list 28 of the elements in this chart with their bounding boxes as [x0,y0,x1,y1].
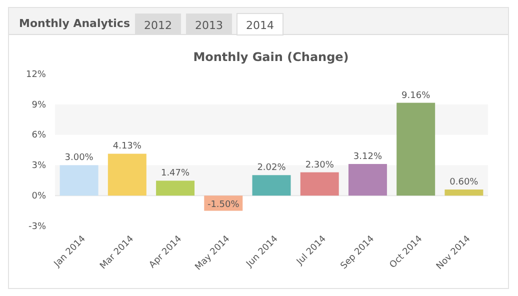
data-label: 4.13% [112,142,142,152]
text: Monthly Analytics [19,17,130,30]
y-tick-label: 6% [32,130,46,141]
y-tick-label: -3% [28,222,46,232]
text: 2013 [195,19,223,32]
data-label: 2.30% [305,160,334,170]
bar [252,175,291,196]
chart-title: Monthly Gain (Change) [193,50,349,64]
bar [156,180,195,196]
data-label: 3.12% [353,152,382,162]
data-label: 1.47% [160,168,190,179]
y-tick-label: 0% [32,191,46,202]
data-label: 0.60% [450,178,479,188]
bar [108,154,146,196]
bar [348,164,387,196]
text: 2014 [246,19,274,32]
data-label: 3.00% [64,153,94,164]
bar [60,165,98,196]
data-label: 9.16% [402,90,431,101]
y-tick-label: 9% [32,100,46,110]
y-tick-label: 12% [26,70,46,80]
bar [300,172,339,196]
bar [444,190,484,196]
text: 2012 [144,19,172,32]
y-tick-label: 3% [32,161,46,172]
bar [396,102,436,196]
data-label: 2.02% [257,163,286,174]
data-label: -1.50% [207,200,240,210]
